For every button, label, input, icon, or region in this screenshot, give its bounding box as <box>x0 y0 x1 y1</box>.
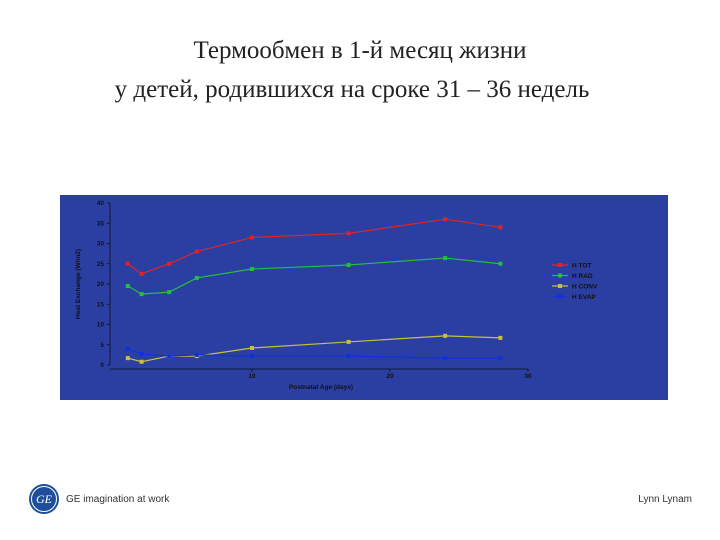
legend-marker <box>558 294 562 299</box>
chart: 0 5 10 15 20 25 30 35 40 10 20 30 Postnatal Age (day… <box>75 200 598 391</box>
title-line: Термообмен в 1-й месяц жизни <box>194 37 527 64</box>
y-tick-label: 15 <box>97 301 105 308</box>
y-tick-label: 25 <box>97 261 105 268</box>
point <box>194 249 199 254</box>
y-axis-label: Heat Exchange (W/m2) <box>75 249 82 319</box>
logo-ring <box>31 486 57 512</box>
point <box>498 356 503 361</box>
y-tick-label: 40 <box>97 200 105 207</box>
series-line <box>127 218 501 275</box>
point <box>139 292 144 297</box>
legend-label: H RAD <box>572 273 593 280</box>
y-tick-label: 0 <box>100 362 104 369</box>
point <box>250 267 254 272</box>
point <box>139 352 144 357</box>
point <box>167 261 172 266</box>
point <box>139 359 144 364</box>
point <box>346 354 351 359</box>
point <box>346 262 351 267</box>
legend-marker <box>558 263 562 267</box>
series-line <box>127 348 501 359</box>
point <box>443 256 448 261</box>
point <box>498 225 503 230</box>
series-line <box>127 257 501 295</box>
point <box>194 275 199 280</box>
point <box>498 335 503 340</box>
point <box>139 271 144 276</box>
point <box>346 231 351 236</box>
x-tick-label: 10 <box>248 373 256 380</box>
y-tick-label: 5 <box>100 342 104 349</box>
point <box>250 354 254 359</box>
title-line: у детей, родившихся на сроке 31 – 36 нед… <box>115 76 590 103</box>
author: Lynn Lynam <box>638 494 692 505</box>
chart-panel <box>60 195 668 400</box>
point <box>194 352 199 357</box>
point <box>125 346 130 351</box>
y-tick-label: 35 <box>97 220 105 227</box>
point <box>125 261 130 266</box>
point <box>498 261 503 266</box>
logo-circle <box>29 484 59 514</box>
series-line <box>127 335 501 363</box>
legend-label: H CONV <box>572 284 598 291</box>
point <box>346 339 351 344</box>
legend-marker <box>558 273 562 278</box>
point <box>250 345 254 350</box>
point <box>167 354 172 359</box>
y-tick-label: 20 <box>97 281 105 288</box>
x-axis-label: Postnatal Age (days) <box>289 384 353 391</box>
point <box>167 290 172 295</box>
point <box>250 235 254 240</box>
tagline: GE imagination at work <box>66 494 170 505</box>
legend-label: H EVAP <box>572 294 596 301</box>
x-tick-label: 20 <box>386 373 394 380</box>
y-tick-label: 10 <box>97 322 105 329</box>
x-tick-label: 30 <box>524 373 532 380</box>
legend-label: H TOT <box>572 263 591 270</box>
legend-marker <box>558 284 562 288</box>
point <box>125 356 130 361</box>
point <box>443 217 448 222</box>
y-tick-label: 30 <box>97 241 105 248</box>
point <box>443 356 448 361</box>
point <box>125 284 130 289</box>
point <box>443 333 448 338</box>
logo-text: GE <box>36 492 53 506</box>
